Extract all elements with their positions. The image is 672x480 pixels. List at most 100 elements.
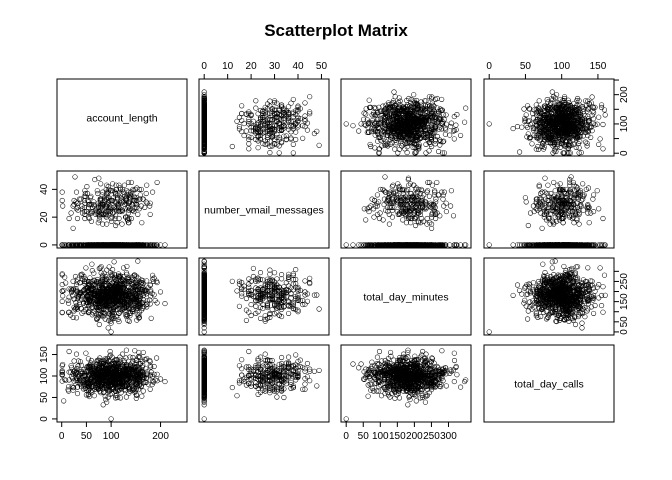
data-point bbox=[276, 135, 282, 141]
panel-number_vmail_messages-vs-total_day_minutes bbox=[340, 170, 472, 249]
data-point bbox=[557, 181, 563, 187]
data-point bbox=[462, 119, 468, 125]
data-point bbox=[286, 114, 292, 120]
chart-title: Scatterplot Matrix bbox=[264, 21, 408, 40]
data-point bbox=[267, 116, 273, 123]
data-point bbox=[307, 111, 313, 117]
data-point bbox=[201, 146, 207, 152]
data-point bbox=[517, 149, 523, 155]
panel-frame bbox=[340, 78, 472, 157]
data-point bbox=[527, 121, 534, 128]
data-point bbox=[300, 123, 306, 129]
data-point bbox=[514, 124, 521, 130]
data-point bbox=[530, 203, 536, 209]
panel-number_vmail_messages-vs-number_vmail_messages: number_vmail_messages bbox=[198, 170, 330, 249]
data-point bbox=[356, 128, 362, 134]
data-point bbox=[286, 104, 292, 110]
data-point bbox=[253, 136, 259, 143]
data-point bbox=[60, 203, 66, 209]
data-point bbox=[297, 116, 303, 122]
data-point bbox=[434, 95, 440, 102]
data-point bbox=[239, 110, 245, 116]
data-point bbox=[201, 143, 207, 149]
data-point bbox=[267, 150, 273, 156]
data-point bbox=[568, 174, 574, 180]
data-point bbox=[585, 210, 591, 216]
data-point bbox=[583, 139, 589, 145]
data-point bbox=[139, 220, 145, 226]
data-point bbox=[201, 119, 207, 125]
data-point bbox=[246, 134, 252, 140]
data-point bbox=[286, 126, 292, 132]
data-point bbox=[82, 188, 88, 194]
data-point bbox=[246, 141, 252, 147]
data-point bbox=[262, 129, 268, 135]
data-point bbox=[374, 192, 380, 198]
data-point bbox=[302, 118, 308, 124]
panel-frame bbox=[56, 78, 188, 157]
variable-label-number_vmail_messages: number_vmail_messages bbox=[204, 205, 324, 217]
data-point bbox=[363, 217, 369, 223]
data-point bbox=[288, 135, 294, 141]
data-point bbox=[201, 129, 207, 135]
data-point bbox=[293, 129, 299, 135]
data-point bbox=[594, 188, 600, 194]
data-point bbox=[302, 100, 308, 106]
data-point bbox=[201, 138, 207, 144]
data-point bbox=[600, 121, 606, 128]
data-point bbox=[269, 133, 275, 140]
data-point bbox=[144, 200, 150, 206]
data-point bbox=[201, 121, 207, 127]
data-point bbox=[396, 184, 402, 190]
data-point bbox=[74, 200, 80, 206]
data-point bbox=[234, 118, 240, 124]
data-point bbox=[279, 139, 285, 145]
data-point bbox=[279, 112, 285, 118]
data-point bbox=[363, 106, 369, 112]
data-point bbox=[276, 120, 282, 126]
data-point bbox=[201, 144, 207, 150]
data-point bbox=[262, 121, 268, 127]
data-point bbox=[74, 215, 81, 222]
data-point bbox=[350, 242, 356, 248]
data-point bbox=[144, 182, 150, 188]
data-point bbox=[591, 192, 597, 198]
data-point bbox=[255, 145, 261, 151]
data-point bbox=[276, 150, 282, 156]
data-point bbox=[293, 112, 299, 118]
data-point bbox=[391, 89, 397, 95]
data-point bbox=[236, 124, 242, 130]
panel-number_vmail_messages-vs-total_day_calls bbox=[483, 170, 615, 249]
data-point bbox=[358, 121, 364, 127]
data-point bbox=[279, 104, 285, 110]
data-point bbox=[286, 117, 292, 123]
data-point bbox=[529, 141, 535, 147]
data-point bbox=[374, 211, 381, 217]
data-point bbox=[463, 105, 469, 111]
data-point bbox=[262, 118, 268, 124]
data-point bbox=[553, 148, 559, 155]
data-point bbox=[437, 213, 443, 219]
data-point bbox=[438, 138, 444, 145]
data-point bbox=[248, 128, 254, 134]
data-point bbox=[300, 135, 306, 141]
data-point bbox=[295, 115, 301, 121]
data-point bbox=[241, 133, 247, 139]
data-point bbox=[143, 190, 149, 197]
data-point bbox=[366, 97, 372, 103]
data-point bbox=[395, 181, 401, 187]
data-point bbox=[424, 189, 430, 195]
data-point bbox=[408, 100, 414, 106]
data-point bbox=[288, 118, 294, 124]
data-point bbox=[599, 104, 605, 111]
data-point bbox=[267, 124, 273, 130]
data-point bbox=[68, 210, 74, 216]
data-point bbox=[316, 142, 322, 148]
data-point bbox=[269, 123, 275, 129]
data-point bbox=[522, 195, 528, 201]
data-point bbox=[281, 122, 287, 128]
data-point bbox=[434, 179, 440, 185]
data-point bbox=[283, 133, 289, 139]
data-point bbox=[399, 143, 405, 149]
